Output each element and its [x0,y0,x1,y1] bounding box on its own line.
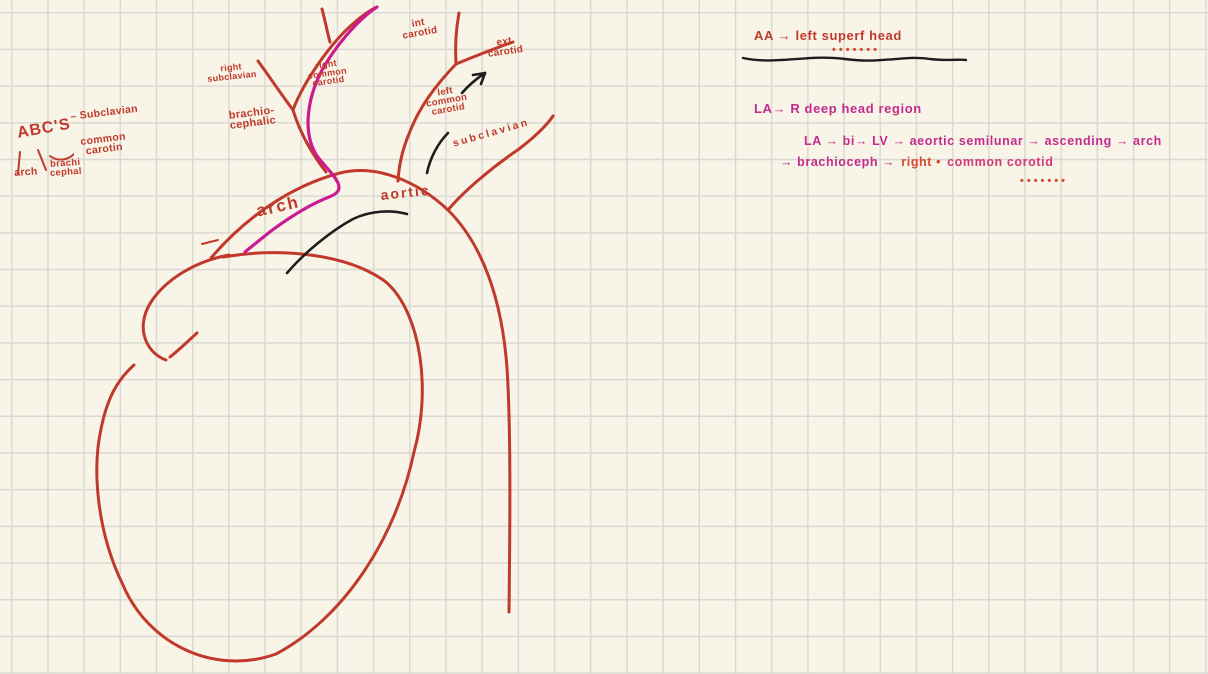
flow-note-line2-rest: common corotid [947,155,1054,169]
la-note-line: LA→ R deep head region [754,101,922,116]
brachiocephalic-trunk-path [291,108,328,174]
black-wavy-underline [741,56,968,62]
flow-note-dots: ••••••• [1020,175,1068,187]
int-carotid-path [454,11,461,66]
left-subclavian-path [446,114,555,212]
auricle-outer-path [141,253,231,362]
flow-note-line2: → brachioceph → right • common corotid [780,155,1054,170]
left-common-carotid-label: left common carotid [425,85,469,118]
heart-outline-path [95,251,424,663]
black-arch-inner-stroke [285,210,409,275]
black-carotid-stroke [425,131,450,175]
magenta-flow-trace-path [243,5,379,254]
flow-note-line1: LA → bi→ LV → aeortic semilunar → ascend… [804,134,1162,148]
right-subclavian-path [256,59,295,112]
auricle-tip-path [168,331,199,359]
aa-note-dots: ••••••• [832,44,880,56]
left-common-carotid-path [396,62,458,183]
flow-note-line2-right: right • [901,155,942,169]
red-dash-mark [201,239,219,245]
aa-note-line: AA → left superf head [754,28,902,43]
aortic-arch-descending-path [209,169,512,614]
short-red-stroke [320,7,332,44]
ext-carotid-path [454,40,515,66]
right-common-carotid-label: right common carotid [307,57,348,89]
flow-note-line2-prefix: → brachioceph → [780,155,896,169]
black-arrow-head [471,71,487,86]
abc-connector-ticks [17,149,74,175]
